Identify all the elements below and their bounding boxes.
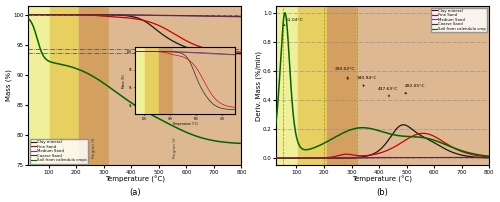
X-axis label: Temperature (°C): Temperature (°C) <box>105 176 165 183</box>
Text: 340.94°C: 340.94°C <box>357 76 378 86</box>
Bar <box>276 6 298 165</box>
Y-axis label: Mass (%): Mass (%) <box>6 69 12 101</box>
X-axis label: Temperature (°C): Temperature (°C) <box>352 176 412 183</box>
Title: (b): (b) <box>376 188 388 198</box>
Bar <box>357 6 489 165</box>
Bar <box>50 6 79 165</box>
Bar <box>79 6 110 165</box>
Text: Region II: Region II <box>62 139 66 158</box>
Text: 437.63°C: 437.63°C <box>378 87 398 97</box>
Legend: Clay mineral, Fine Sand, Medium Sand, Coarse Sand, Soil from calendula crop: Clay mineral, Fine Sand, Medium Sand, Co… <box>431 7 488 32</box>
Bar <box>298 6 327 165</box>
Title: (a): (a) <box>129 188 140 198</box>
Bar <box>327 6 357 165</box>
Bar <box>110 6 242 165</box>
Text: Region III: Region III <box>92 138 96 158</box>
Text: 51.04°C: 51.04°C <box>284 18 303 26</box>
Y-axis label: Deriv. Mass (%/min): Deriv. Mass (%/min) <box>255 50 262 121</box>
Text: Region IV: Region IV <box>174 138 178 158</box>
Legend: Clay mineral, Fine Sand, Medium Sand, Coarse Sand, Soil from calendula crops: Clay mineral, Fine Sand, Medium Sand, Co… <box>30 139 88 163</box>
Text: Region I: Region I <box>37 141 41 158</box>
Bar <box>28 6 50 165</box>
Text: 492.05°C: 492.05°C <box>405 84 425 94</box>
Text: 290.02°C: 290.02°C <box>335 67 355 79</box>
